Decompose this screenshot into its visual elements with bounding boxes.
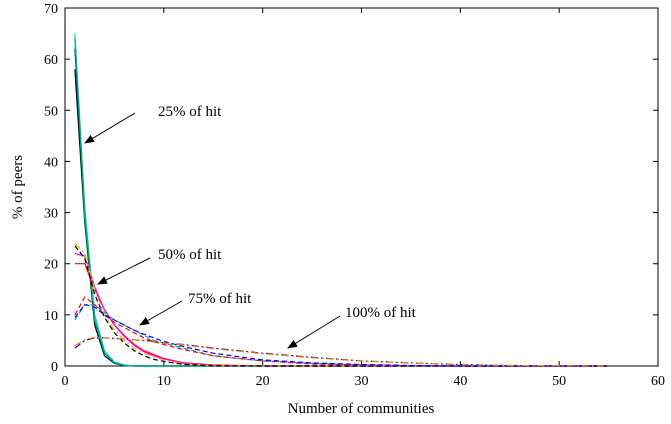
series-line — [74, 252, 609, 367]
y-tick-label: 20 — [44, 258, 58, 273]
y-tick-label: 40 — [44, 155, 58, 170]
series-line — [74, 242, 609, 367]
x-tick-label: 60 — [651, 374, 665, 389]
annotation-arrow — [287, 315, 341, 349]
annotation: 100% of hit — [345, 305, 417, 321]
annotation-arrow — [139, 300, 183, 326]
y-tick-label: 30 — [44, 207, 58, 222]
series-line — [74, 263, 609, 367]
series-line — [74, 69, 609, 367]
series-line — [74, 336, 609, 367]
x-tick-label: 10 — [157, 374, 171, 389]
annotation-arrow — [97, 257, 151, 285]
x-tick-label: 30 — [355, 374, 369, 389]
x-tick-label: 40 — [453, 374, 467, 389]
x-tick-label: 50 — [552, 374, 566, 389]
y-tick-label: 10 — [44, 309, 58, 324]
series-line — [74, 245, 609, 367]
annotation-arrow — [84, 112, 136, 144]
series-line — [74, 48, 609, 367]
y-tick-label: 70 — [44, 2, 58, 17]
series-line — [74, 304, 609, 367]
annotation: 25% of hit — [158, 104, 222, 120]
y-tick-label: 50 — [44, 104, 58, 119]
x-tick-label: 0 — [62, 374, 69, 389]
y-axis-label: % of peers — [10, 155, 26, 219]
x-axis-label: Number of communities — [288, 401, 435, 417]
y-tick-label: 60 — [44, 53, 58, 68]
annotation: 50% of hit — [158, 247, 222, 263]
x-tick-label: 20 — [256, 374, 270, 389]
y-tick-label: 0 — [51, 360, 58, 375]
ticks: 0 10 20 30 40 50 60 0 10 20 30 40 50 60 70 — [44, 2, 665, 389]
annotation: 75% of hit — [188, 291, 252, 307]
